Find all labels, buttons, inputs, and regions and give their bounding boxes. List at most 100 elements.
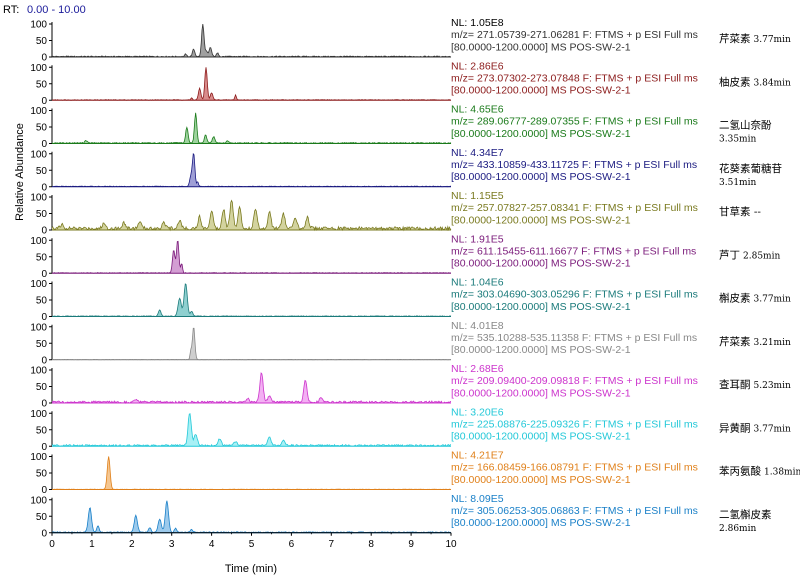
scan-label: [80.0000-1200.0000] MS POS-SW-2-1 xyxy=(451,41,631,53)
x-tick-label: 1 xyxy=(89,539,95,550)
y-tick-label: 50 xyxy=(36,123,48,134)
x-tick-label: 10 xyxy=(445,539,457,550)
y-tick-label: 50 xyxy=(36,425,48,436)
nl-label: NL: 4.34E7 xyxy=(451,147,504,159)
y-tick-label: 100 xyxy=(30,149,47,160)
y-tick-label: 50 xyxy=(36,469,48,480)
compound-rt: 3.35min xyxy=(719,135,756,145)
trace-line xyxy=(51,240,452,274)
scan-label: [80.0000-1200.0000] MS POS-SW-2-1 xyxy=(451,517,631,529)
x-tick-label: 4 xyxy=(209,539,215,550)
x-tick-label: 5 xyxy=(249,539,255,550)
x-tick-label: 6 xyxy=(289,539,295,550)
compound-rt: 3.51min xyxy=(719,178,756,188)
mz-label: m/z= 433.10859-433.11725 F: FTMS + p ESI… xyxy=(451,159,697,171)
trace-area xyxy=(52,372,451,403)
trace-area xyxy=(52,328,451,360)
scan-label: [80.0000-1200.0000] MS POS-SW-2-1 xyxy=(451,85,631,97)
compound-rt: 2.85min xyxy=(743,251,780,261)
y-tick-label: 0 xyxy=(41,312,47,323)
scan-label: [80.0000-1200.0000] MS POS-SW-2-1 xyxy=(451,474,631,486)
compound-name: 二氢山奈酚 xyxy=(719,119,772,132)
y-tick-label: 0 xyxy=(41,485,47,496)
trace-line xyxy=(51,67,452,101)
y-tick-label: 0 xyxy=(41,226,47,237)
compound-label: 二氢山奈酚 xyxy=(719,119,772,132)
scan-label: [80.0000-1200.0000] MS POS-SW-2-1 xyxy=(451,128,631,140)
y-tick-label: 0 xyxy=(41,355,47,366)
nl-label: NL: 4.65E6 xyxy=(451,104,504,116)
trace-line xyxy=(51,112,452,145)
mz-label: m/z= 225.08876-225.09326 F: FTMS + p ESI… xyxy=(451,418,698,430)
compound-name: 查耳酮 xyxy=(719,378,751,391)
nl-label: NL: 2.68E6 xyxy=(451,363,504,375)
y-tick-label: 100 xyxy=(30,366,47,377)
x-axis: 0 1 2 3 4 5 6 7 8 9 10 xyxy=(49,532,457,550)
trace-area xyxy=(52,241,451,274)
trace-line xyxy=(51,283,452,317)
nl-label: NL: 1.05E8 xyxy=(451,17,504,29)
compound-label: 二氢槲皮素 xyxy=(719,508,772,521)
mz-label: m/z= 257.07827-257.08341 F: FTMS + p ESI… xyxy=(451,202,698,214)
y-tick-label: 100 xyxy=(30,193,47,204)
mz-label: m/z= 273.07302-273.07848 F: FTMS + p ESI… xyxy=(451,72,698,84)
nl-label: NL: 8.09E5 xyxy=(451,493,504,505)
compound-name: 柚皮素 xyxy=(719,75,751,88)
nl-label: NL: 1.04E6 xyxy=(451,277,504,289)
trace-area xyxy=(52,283,451,317)
scan-label: [80.0000-1200.0000] MS POS-SW-2-1 xyxy=(451,431,631,443)
nl-label: NL: 1.15E5 xyxy=(451,190,504,202)
trace-line xyxy=(51,413,452,448)
compound-rt: 3.77min xyxy=(754,35,791,45)
trace-area xyxy=(52,24,451,57)
compound-name: 甘草素 -- xyxy=(719,205,761,218)
compound-label: 芦丁 2.85min xyxy=(719,249,780,261)
y-tick-label: 0 xyxy=(41,399,47,410)
trace-line xyxy=(51,500,452,534)
y-tick-label: 0 xyxy=(41,269,47,280)
y-tick-label: 100 xyxy=(30,495,47,506)
trace-area xyxy=(52,153,451,187)
y-tick-label: 0 xyxy=(41,528,47,539)
compound-name: 槲皮素 xyxy=(719,292,751,305)
y-tick-label: 50 xyxy=(36,79,48,90)
y-tick-label: 100 xyxy=(30,322,47,333)
compound-rt: 3.77min xyxy=(754,424,791,434)
mz-label: m/z= 611.15455-611.16677 F: FTMS + p ESI… xyxy=(451,245,696,257)
x-tick-label: 0 xyxy=(49,539,55,550)
x-tick-label: 2 xyxy=(129,539,135,550)
x-tick-label: 3 xyxy=(169,539,175,550)
trace-area xyxy=(52,67,451,101)
compound-label: 甘草素 -- xyxy=(719,205,761,218)
trace-line xyxy=(51,23,452,58)
compound-label: 芹菜素 3.21min xyxy=(719,335,791,348)
compound-name: 异黄酮 xyxy=(719,421,751,434)
nl-label: NL: 1.91E5 xyxy=(451,233,504,245)
compound-label: 苯丙氨酸 1.38min xyxy=(719,465,800,478)
y-tick-label: 50 xyxy=(36,166,48,177)
mz-label: m/z= 305.06253-305.06863 F: FTMS + p ESI… xyxy=(451,505,698,517)
rt-prefix: RT: xyxy=(3,4,19,16)
y-tick-label: 50 xyxy=(36,512,48,523)
trace-area xyxy=(52,413,451,447)
mz-label: m/z= 289.06777-289.07355 F: FTMS + p ESI… xyxy=(451,116,698,128)
compound-rt: 3.84min xyxy=(754,78,791,88)
y-tick-label: 0 xyxy=(41,96,47,107)
compound-rt: 2.86min xyxy=(719,524,756,534)
scan-label: [80.0000-1200.0000] MS POS-SW-2-1 xyxy=(451,258,631,270)
y-tick-label: 50 xyxy=(36,296,48,307)
compound-rt: 3.77min xyxy=(754,295,791,305)
x-tick-label: 9 xyxy=(408,539,414,550)
compound-label: 槲皮素 3.77min xyxy=(719,292,791,305)
y-tick-label: 0 xyxy=(41,139,47,150)
